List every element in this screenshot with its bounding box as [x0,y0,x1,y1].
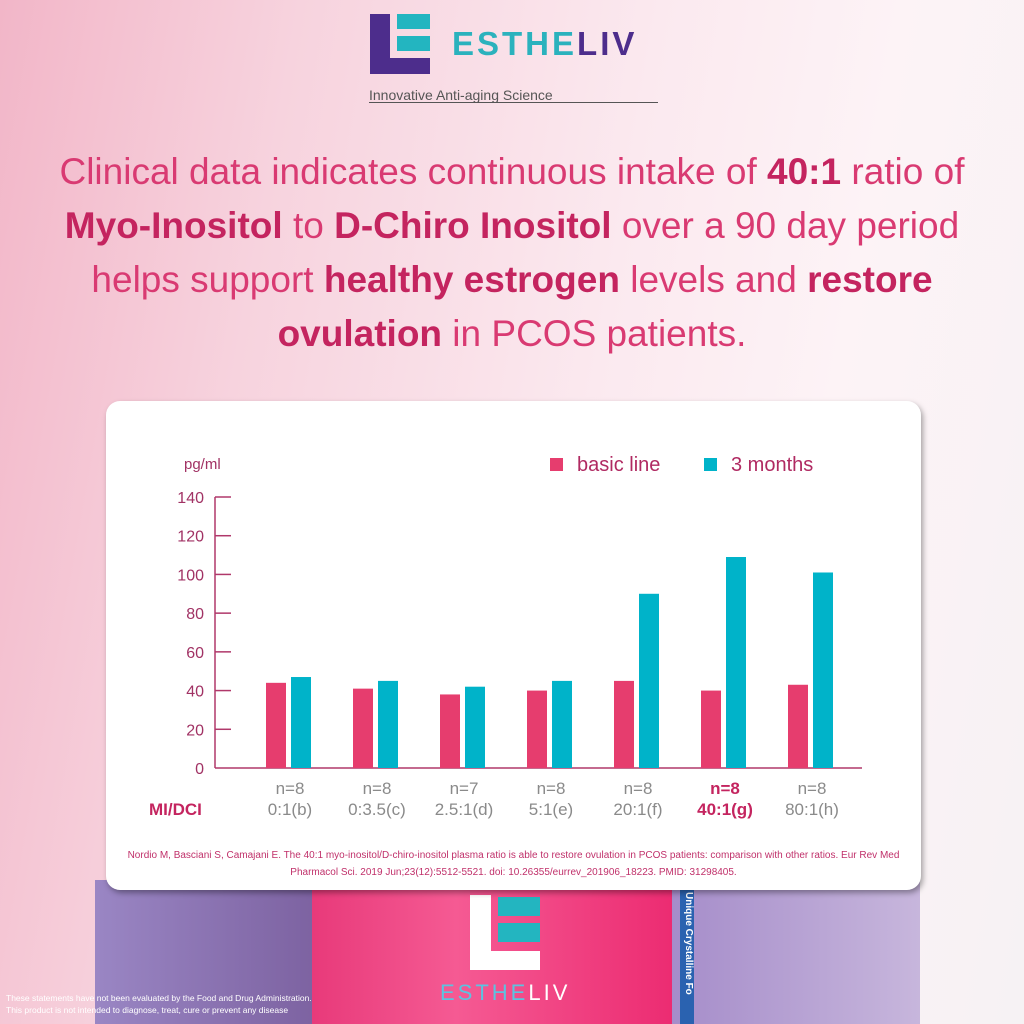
y-tick-label: 40 [186,684,204,701]
headline-segment: in PCOS patients. [442,313,747,354]
bar-3-months [552,680,572,768]
n-label: n=8 [276,779,305,798]
headline-segment: healthy estrogen [323,259,620,300]
bar-3-months [639,593,659,768]
headline-segment: levels and [619,259,808,300]
background-purple-right [660,880,920,1024]
y-tick-label: 100 [177,567,204,584]
bar-basic-line [266,682,286,768]
product-side-text: Unique Crystalline Fo [680,880,694,1024]
legend-label: basic line [577,454,660,476]
headline-segment: Clinical data indicates continuous intak… [59,151,768,192]
headline-segment: 40:1 [767,151,842,192]
bar-basic-line [440,694,460,768]
y-tick-label: 60 [186,645,204,662]
bar-chart: 0 20 40 60 80 100 120 140 pg/ml basic line 3 month… [149,454,862,819]
bar-3-months [465,686,485,768]
bar-3-months [378,680,398,768]
y-axis-label: pg/ml [184,456,221,473]
chart-card: 0 20 40 60 80 100 120 140 pg/ml basic line 3 month… [106,401,921,890]
product-brand: ESTHELIV [440,980,571,1005]
headline-segment: D-Chiro Inositol [334,205,612,246]
disclaimer-line-1: These statements have not been evaluated… [6,993,312,1003]
citation: Nordio M, Basciani S, Camajani E. The 40… [127,850,900,878]
legend-label: 3 months [731,454,813,476]
bar-basic-line [788,684,808,768]
bar-basic-line [527,690,547,768]
y-tick-label: 80 [186,606,204,623]
n-label: n=8 [710,779,740,798]
n-label: n=7 [450,779,479,798]
x-tick-label: 20:1(f) [613,800,662,819]
legend-swatch [704,458,717,471]
fda-disclaimer: These statements have not been evaluated… [6,992,312,1016]
bar-basic-line [701,690,721,768]
y-tick-label: 20 [186,722,204,739]
brand-header: ESTHELIV [370,14,637,74]
headline-segment: Myo-Inositol [64,205,283,246]
headline-segment: over a 90 day period helps support [91,205,960,300]
x-tick-label: 0:1(b) [268,800,312,819]
headline: Clinical data indicates continuous intak… [30,145,994,361]
y-tick-label: 140 [177,490,204,507]
bar-basic-line [614,680,634,768]
legend-swatch [550,458,563,471]
x-tick-label: 40:1(g) [697,800,753,819]
n-label: n=8 [363,779,392,798]
bar-basic-line [353,688,373,768]
bar-3-months [813,572,833,768]
disclaimer-line-2: This product is not intended to diagnose… [6,1005,289,1015]
y-tick-label: 120 [177,529,204,546]
x-tick-label: 2.5:1(d) [435,800,494,819]
n-label: n=8 [537,779,566,798]
brand-name: ESTHELIV [452,25,638,62]
x-tick-label: 5:1(e) [529,800,573,819]
headline-segment: to [282,205,335,246]
estheliv-logo-icon [370,14,430,74]
background-purple-left [95,880,335,1024]
headline-segment: restore ovulation [277,259,933,354]
bar-3-months [291,677,311,768]
headline-segment: ratio of [841,151,965,192]
x-axis-row-label: MI/DCI [149,800,202,819]
product-logo-icon [470,895,540,970]
x-tick-label: 0:3.5(c) [348,800,406,819]
n-label: n=8 [798,779,827,798]
n-label: n=8 [624,779,653,798]
bar-3-months [726,557,746,768]
y-tick-label: 0 [195,761,204,778]
x-tick-label: 80:1(h) [785,800,839,819]
brand-tagline: Innovative Anti-aging Science [369,88,658,103]
